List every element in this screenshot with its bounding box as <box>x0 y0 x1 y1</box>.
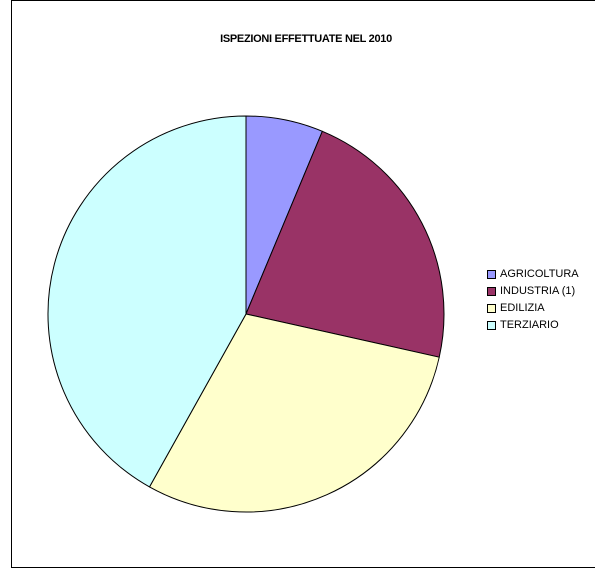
legend-item-agricoltura: AGRICOLTURA <box>487 266 595 283</box>
pie-slice-edilizia <box>149 313 440 513</box>
chart-legend: AGRICOLTURA INDUSTRIA (1) EDILIZIA TERZI… <box>487 266 595 334</box>
legend-swatch-terziario <box>487 321 496 330</box>
chart-title: ISPEZIONI EFFETTUATE NEL 2010 <box>220 33 392 45</box>
legend-label-terziario: TERZIARIO <box>500 319 559 331</box>
legend-swatch-agricoltura <box>487 270 496 279</box>
legend-label-industria: INDUSTRIA (1) <box>500 285 576 297</box>
pie-slice-terziario <box>47 115 247 488</box>
legend-item-terziario: TERZIARIO <box>487 317 595 334</box>
pie-slice-industria-1 <box>245 130 445 358</box>
legend-swatch-industria <box>487 287 496 296</box>
legend-label-agricoltura: AGRICOLTURA <box>500 268 579 280</box>
legend-label-edilizia: EDILIZIA <box>500 302 545 314</box>
legend-item-industria: INDUSTRIA (1) <box>487 283 595 300</box>
legend-item-edilizia: EDILIZIA <box>487 300 595 317</box>
legend-swatch-edilizia <box>487 304 496 313</box>
